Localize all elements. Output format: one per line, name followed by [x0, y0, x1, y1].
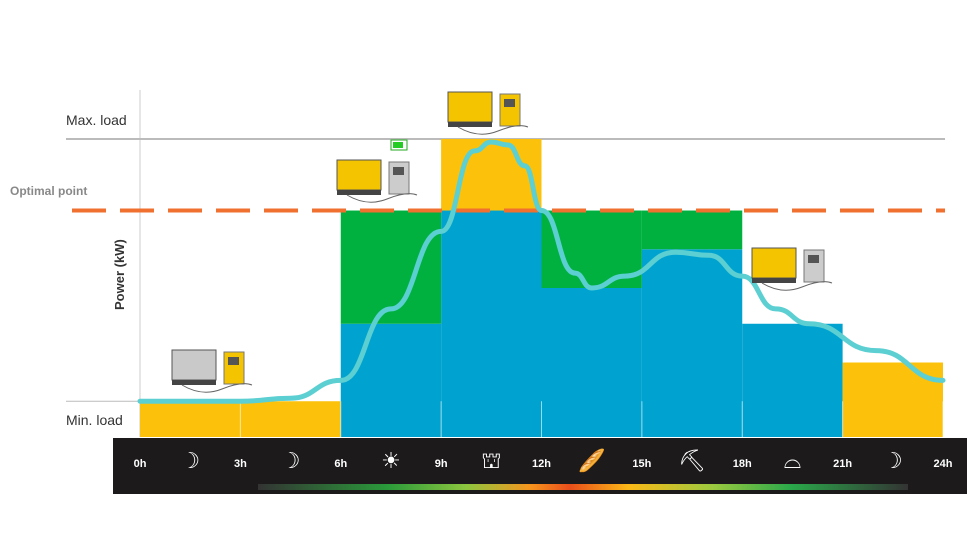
load-curve: [137, 139, 946, 404]
generator-and-battery-icon: [751, 247, 833, 291]
bar-blue-3: [541, 288, 642, 437]
moon-icon: ☽: [882, 448, 903, 473]
load-intensity-gradient: [258, 484, 908, 490]
generator-and-battery-charging-icon: [336, 139, 418, 203]
optimal-point-label: Optimal point: [10, 184, 88, 198]
crane-icon: ⛫: [481, 448, 502, 473]
x-tick-label: 0h: [133, 458, 147, 470]
sunset-icon: ⌓: [783, 448, 802, 473]
x-tick-label: 18h: [732, 458, 752, 470]
moon-icon: ☽: [180, 448, 201, 473]
x-tick-label: 9h: [434, 458, 448, 470]
excavator-icon: ⛏: [678, 448, 707, 473]
x-tick-label: 15h: [632, 458, 652, 470]
bar-green-1: [340, 210, 442, 324]
x-tick-label: 12h: [532, 458, 551, 470]
bar-blue-4: [641, 249, 743, 437]
moon-icon: ☽: [280, 448, 301, 473]
generator-and-battery-icon: [447, 91, 529, 135]
bar-blue-1: [340, 323, 442, 437]
bar-blue-5: [742, 323, 843, 437]
x-tick-label: 6h: [334, 458, 348, 470]
x-tick-label: 24h: [933, 458, 953, 470]
max-load-label: Max. load: [66, 112, 127, 128]
x-tick-label: 3h: [233, 458, 247, 470]
bar-green-4: [641, 210, 743, 250]
bar-yellow-6: [842, 362, 943, 437]
time-axis-bar: 0h 3h 6h 9h 12h 15h 18h 21h 24h ☽ ☽ ☀ ⛫ 🥖 ⛏ ⌓ ☽: [113, 438, 967, 494]
bar-blue-2: [441, 210, 542, 437]
min-load-label: Min. load: [66, 412, 123, 428]
sandwich-icon: 🥖: [577, 448, 606, 473]
generator-and-battery-icon: [171, 349, 253, 393]
sun-icon: ☀: [381, 448, 401, 473]
x-tick-label: 21h: [833, 458, 853, 470]
